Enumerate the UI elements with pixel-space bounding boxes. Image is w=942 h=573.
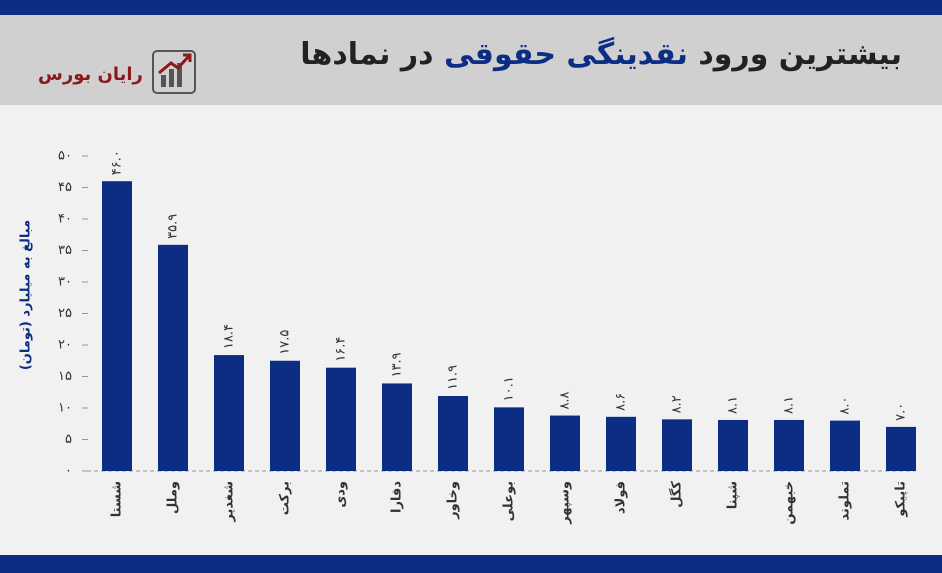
y-tick-label: ۴۵ xyxy=(58,180,72,195)
data-label: ۷.۰ xyxy=(894,403,909,421)
top-band xyxy=(0,0,942,15)
y-axis-label-wrap: مبالغ به میلیارد (تومان) xyxy=(19,220,34,370)
bar xyxy=(830,420,860,471)
category-label: وملل xyxy=(166,481,181,514)
brand-logo: رایان بورس xyxy=(38,49,197,99)
y-tick-label: ۴۰ xyxy=(58,212,72,227)
bar xyxy=(158,244,188,471)
category-label: وسپهر xyxy=(558,481,573,525)
bar xyxy=(382,383,412,471)
data-label: ۸.۲ xyxy=(670,395,685,413)
data-label: ۱۷.۵ xyxy=(278,330,293,355)
category-label: کگل xyxy=(669,481,685,508)
page-title: بیشترین ورود نقدینگی حقوقی در نمادها xyxy=(300,37,902,72)
category-label: برکت xyxy=(278,481,293,515)
bar xyxy=(662,419,692,471)
category-label: وخاور xyxy=(446,481,461,520)
header-panel: بیشترین ورود نقدینگی حقوقی در نمادها رای… xyxy=(0,15,942,105)
data-label: ۸.۸ xyxy=(558,391,573,409)
category-label: فولاد xyxy=(614,481,629,514)
bar xyxy=(214,355,244,471)
data-label: ۱۰.۱ xyxy=(502,376,517,401)
bar xyxy=(326,367,356,471)
y-tick-label: ۵ xyxy=(65,432,72,447)
bar xyxy=(102,181,132,471)
y-tick-label: ۱۵ xyxy=(58,369,72,384)
y-tick-label: ۲۵ xyxy=(58,306,72,321)
category-label: شغدیر xyxy=(222,481,237,523)
y-tick-label: ۰ xyxy=(65,464,72,479)
bar xyxy=(270,360,300,471)
bar xyxy=(606,416,636,471)
category-label: شستا xyxy=(110,481,125,517)
bar xyxy=(886,426,916,471)
category-label: دفارا xyxy=(390,481,405,513)
brand-name: رایان بورس xyxy=(38,63,143,85)
y-tick-label: ۳۰ xyxy=(58,275,72,290)
data-label: ۱۶.۴ xyxy=(334,337,349,362)
bar xyxy=(438,396,468,471)
data-label: ۱۳.۹ xyxy=(390,352,405,377)
y-tick-label: ۳۵ xyxy=(58,243,72,258)
chart-growth-icon xyxy=(151,49,197,99)
data-label: ۸.۶ xyxy=(614,393,629,411)
data-label: ۸.۰ xyxy=(838,396,853,414)
title-part1: بیشترین ورود xyxy=(698,37,902,72)
data-label: ۱۱.۹ xyxy=(446,365,461,390)
bar xyxy=(494,407,524,471)
data-label: ۴۶.۰ xyxy=(110,150,125,175)
category-label: ودی xyxy=(334,481,349,508)
category-label: بوعلی xyxy=(502,481,517,521)
chart: ۰ ۵ ۱۰ ۱۵ ۲۰ ۲۵ ۳۰ ۳۵ ۴۰ ۴۵ ۵۰ ۴۶.۰ شستا ۳۵.۹ وملل ۱۸.۴… xyxy=(0,105,942,559)
category-label: خبهمن xyxy=(782,481,797,525)
data-label: ۸.۱ xyxy=(726,396,741,414)
y-tick-label: ۲۰ xyxy=(58,338,72,353)
bar xyxy=(774,419,804,471)
data-label: ۳۵.۹ xyxy=(166,214,181,239)
data-label: ۸.۱ xyxy=(782,396,797,414)
category-label: تاپیکو xyxy=(894,481,909,518)
category-label: شپنا xyxy=(726,481,741,509)
bar xyxy=(550,415,580,471)
y-tick-label: ۱۰ xyxy=(58,401,72,416)
data-label: ۱۸.۴ xyxy=(222,324,237,349)
y-tick-label: ۵۰ xyxy=(58,149,72,164)
category-label: تملوند xyxy=(838,481,853,520)
title-accent: نقدینگی حقوقی xyxy=(443,37,688,72)
bar xyxy=(718,419,748,471)
bar-chart: ۰ ۵ ۱۰ ۱۵ ۲۰ ۲۵ ۳۰ ۳۵ ۴۰ ۴۵ ۵۰ ۴۶.۰ شستا ۳۵.۹ وملل ۱۸.۴… xyxy=(58,149,916,525)
title-part2: در نمادها xyxy=(300,37,434,72)
bottom-band xyxy=(0,555,942,573)
y-axis-label: مبالغ به میلیارد (تومان) xyxy=(19,220,34,370)
